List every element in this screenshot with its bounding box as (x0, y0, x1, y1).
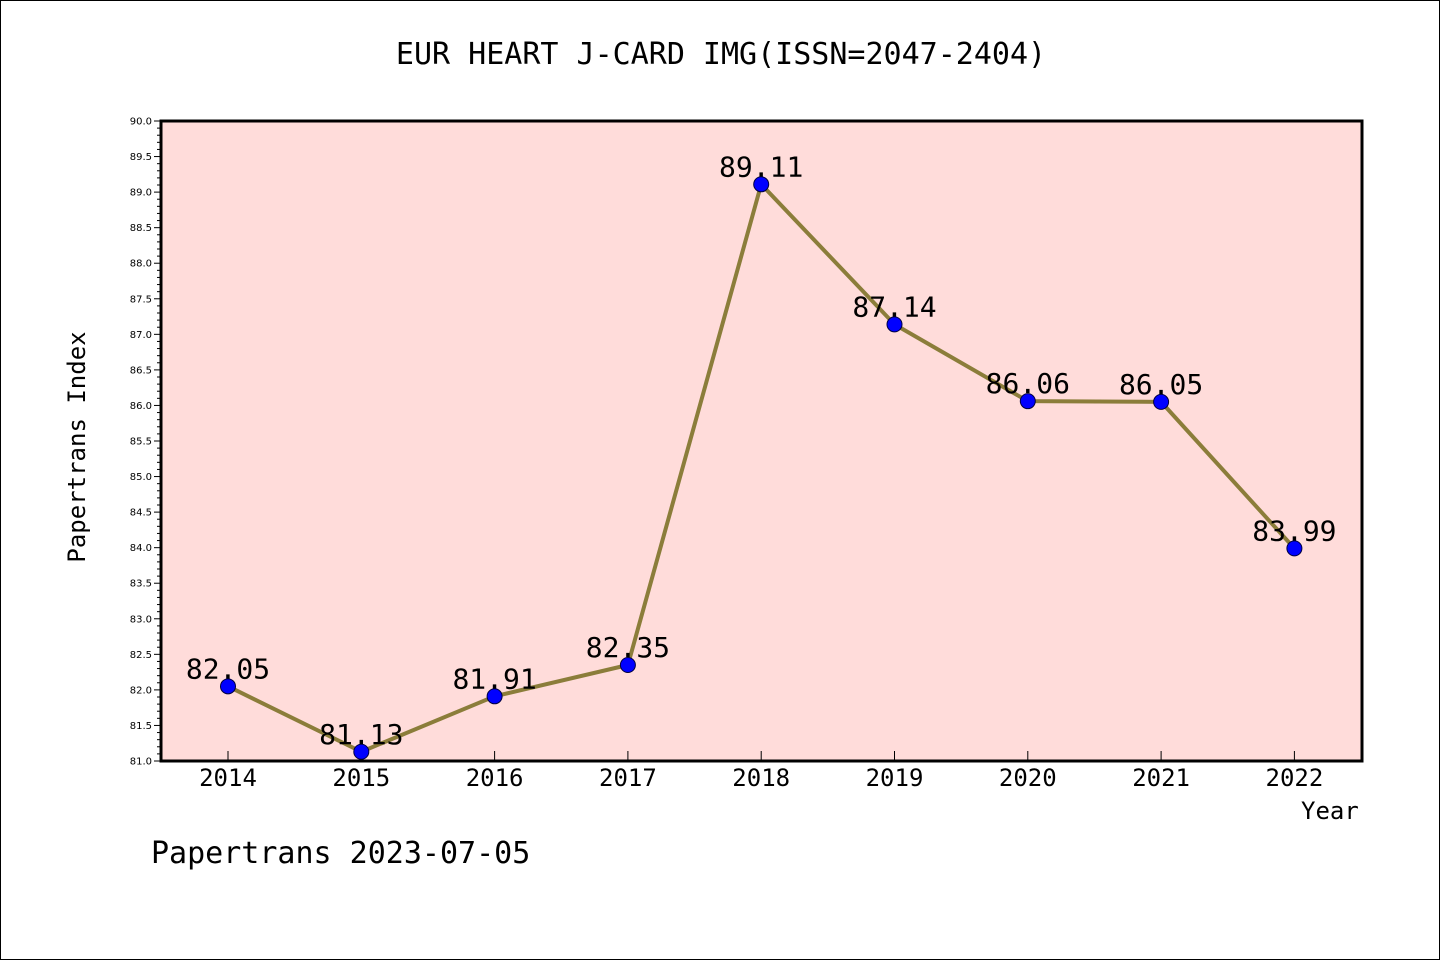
data-point-2021 (1153, 393, 1170, 410)
data-label-2016: 81.91 (452, 662, 536, 695)
x-tick-label: 2019 (866, 764, 924, 792)
data-point-2020 (1019, 393, 1036, 410)
data-labels: 82.05 81.13 81.91 82.35 89.11 87.14 86.06 86.05… (186, 150, 1337, 750)
data-point-2019 (886, 316, 903, 333)
data-point-2016 (486, 688, 503, 705)
y-tick-label: 82.0 (130, 685, 152, 696)
y-tick-label: 83.0 (130, 614, 152, 625)
data-point-2014 (220, 678, 236, 695)
x-tick-label: 2021 (1132, 764, 1190, 792)
y-tick-label: 88.0 (130, 259, 152, 270)
y-tick-label: 85.5 (130, 437, 152, 448)
y-tick-label: 83.5 (130, 579, 152, 590)
data-label-2020: 86.06 (986, 367, 1070, 400)
y-tick-label: 84.5 (130, 508, 152, 519)
chart-title: EUR HEART J-CARD IMG(ISSN=2047-2404) (395, 37, 1047, 72)
data-point-2022 (1286, 540, 1303, 557)
y-tick-label: 88.5 (130, 223, 152, 234)
data-label-2022: 83.99 (1252, 514, 1336, 547)
y-tick-label: 86.5 (130, 365, 152, 376)
data-point-2018 (753, 176, 770, 193)
data-point-2015 (353, 743, 370, 760)
y-tick-label: 87.0 (130, 330, 152, 341)
x-tick-label: 2016 (466, 764, 524, 792)
y-tick-label: 82.5 (130, 650, 152, 661)
y-axis-label: Papertrans Index (63, 331, 91, 563)
x-tick-label: 2018 (732, 764, 790, 792)
y-tick-label: 81.5 (130, 721, 152, 732)
x-tick-label: 2020 (999, 764, 1057, 792)
x-tick-label: 2017 (599, 764, 657, 792)
y-tick-label: 81.0 (130, 757, 152, 768)
data-point-2017 (619, 657, 636, 673)
data-label-2019: 87.14 (852, 290, 936, 323)
footer-text: Papertrans 2023-07-05 (151, 836, 531, 871)
y-tick-label: 84.0 (130, 543, 152, 554)
x-tick-label: 2022 (1266, 764, 1324, 792)
y-tick-label: 85.0 (130, 472, 152, 483)
data-markers (220, 176, 1303, 760)
data-label-2017: 82.35 (586, 631, 670, 664)
y-axis-ticks: 81.0 81.5 82.0 82.5 83.0 83.5 84.0 84.5 85.0 85.5… (130, 117, 161, 768)
plot-border (159, 119, 1364, 763)
data-label-2014: 82.05 (186, 652, 270, 685)
x-tick-label: 2015 (332, 764, 390, 792)
y-tick-label: 89.5 (130, 152, 152, 163)
x-tick-label: 2014 (199, 764, 257, 792)
data-label-2021: 86.05 (1119, 368, 1203, 401)
y-tick-label: 90.0 (130, 117, 152, 128)
plot-area (161, 121, 1362, 761)
data-label-2018: 89.11 (719, 150, 803, 183)
y-tick-label: 86.0 (130, 401, 152, 412)
y-tick-label: 87.5 (130, 294, 152, 305)
data-label-2015: 81.13 (319, 718, 403, 751)
y-tick-label: 89.0 (130, 188, 152, 199)
x-axis-ticks: 2014 2015 2016 2017 2018 2019 2020 2021 2022 (199, 751, 1323, 792)
x-axis-label: Year (1301, 797, 1359, 825)
